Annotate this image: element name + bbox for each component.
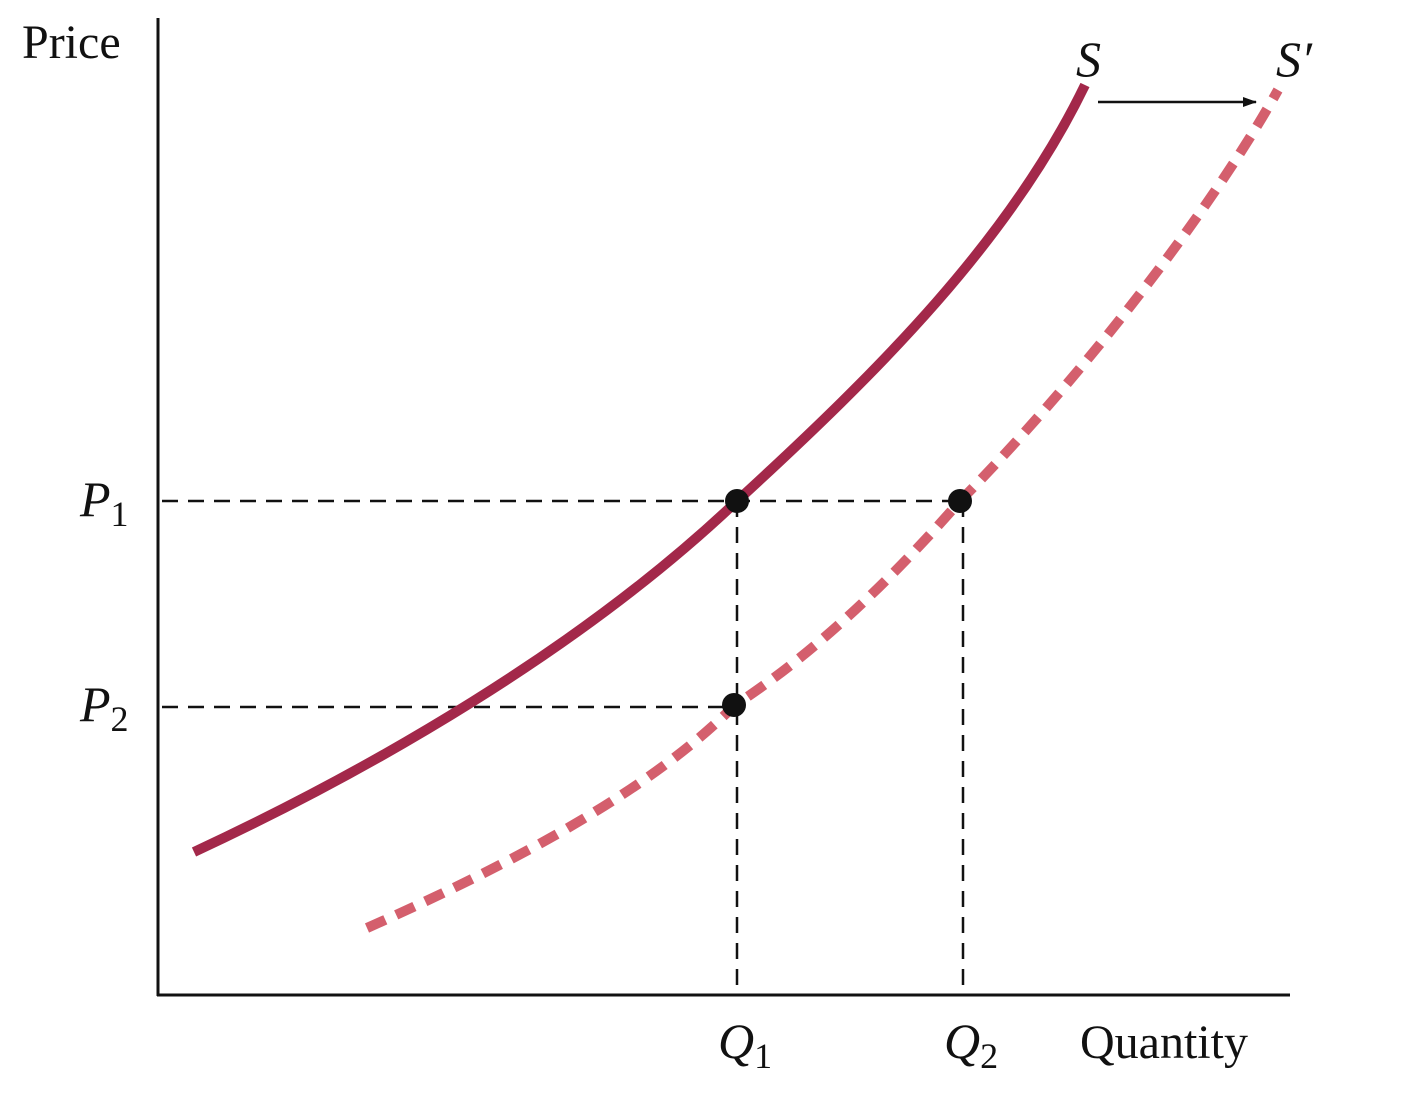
quantity-label-q1-subscript: 1 [754,1036,772,1076]
point-q1-p2 [722,693,746,717]
curve-label-s-prime: S′ [1276,31,1313,87]
price-label-p1: P1 [79,471,129,534]
price-label-p2-letter: P [79,676,111,732]
price-label-p1-subscript: 1 [111,494,129,534]
point-q2-p1 [948,489,972,513]
quantity-label-q2: Q2 [944,1013,998,1076]
price-label-p2: P2 [79,676,129,739]
price-label-p2-subscript: 2 [111,699,129,739]
point-q1-p1 [725,489,749,513]
quantity-label-q1-letter: Q [718,1013,754,1069]
curve-label-s: S [1076,31,1101,87]
x-axis-title: Quantity [1080,1016,1248,1069]
supply-curve-s-prime [364,87,1283,933]
quantity-label-q2-letter: Q [944,1013,980,1069]
supply-curve-s [191,82,1090,857]
y-axis-title: Price [22,16,121,69]
quantity-label-q1: Q1 [718,1013,772,1076]
price-label-p1-letter: P [79,471,111,527]
quantity-label-q2-subscript: 2 [980,1036,998,1076]
